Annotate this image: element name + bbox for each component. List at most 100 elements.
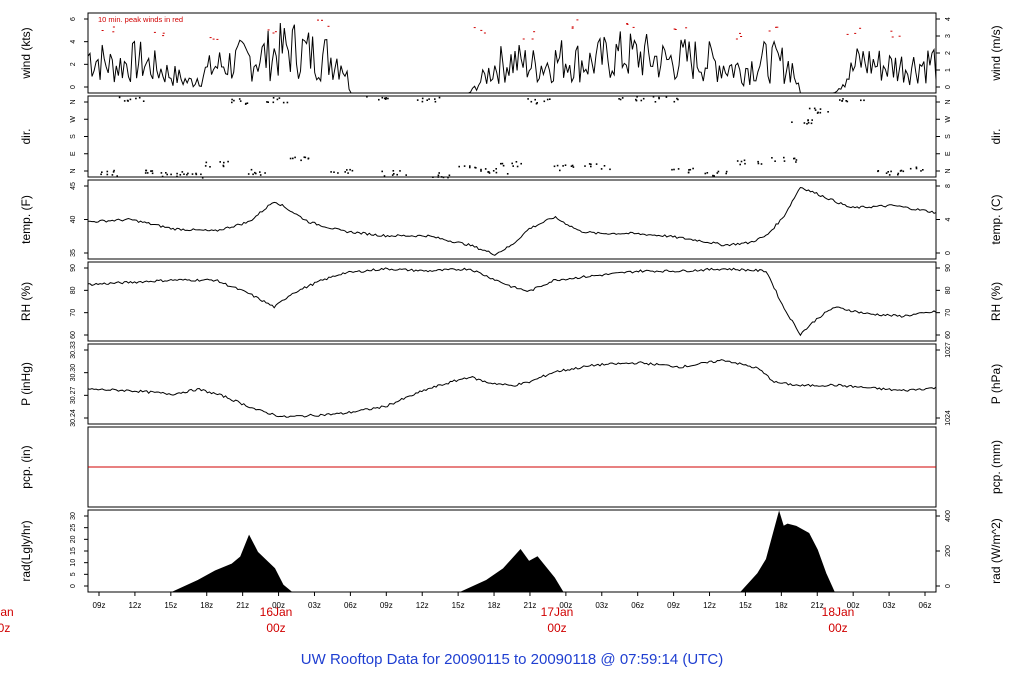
x-tick-label: 06z [631,601,644,610]
wind-dir-point [428,98,430,100]
wind-dir-point [603,165,606,167]
right-tick-label: 4 [945,17,952,21]
wind-dir-point [474,166,476,169]
wind-dir-point [535,102,538,105]
peak-wind-point [101,30,104,31]
peak-wind-point [274,31,277,33]
date-label: 17Jan [541,605,574,619]
wind-dir-point [346,169,348,171]
wind-dir-point [330,171,332,173]
peak-wind-point [626,23,629,25]
wind-dir-point [396,173,398,176]
date-sub-label: 0z [0,621,10,635]
wind-dir-point [846,100,849,103]
wind-dir-point [337,172,339,174]
wind-dir-point [845,100,847,102]
wind-dir-point [278,97,281,99]
wind-dir-point [186,173,188,176]
left-tick-label: 20 [70,535,77,543]
x-tick-label: 12z [703,601,716,610]
wind-dir-point [897,173,899,176]
wind-dir-point [434,100,437,103]
wind-dir-point [827,111,829,113]
wind-dir-point [501,162,504,165]
wind-dir-point [286,101,289,104]
wind-dir-point [181,171,184,173]
wind-dir-point [304,156,307,159]
wind-dir-point [863,99,865,102]
wind-dir-point [393,173,395,175]
right-tick-label: N [945,99,952,104]
x-tick-label: 15z [452,601,465,610]
wind-dir-point [222,164,225,167]
wind-dir-point [570,165,573,167]
peak-wind-point [632,26,635,28]
wind-dir-point [187,172,189,175]
wind-dir-point [378,98,380,101]
wind-dir-point [860,99,862,102]
peak-wind-point [212,38,215,40]
left-tick-label: 35 [70,249,77,257]
wind-dir-point [100,173,102,176]
wind-dir-point [791,121,793,123]
wind-dir-point [559,169,561,172]
left-tick-label: 15 [70,547,77,555]
wind-dir-point [267,101,269,103]
right-tick-label: 8 [945,184,952,188]
wind-dir-point [677,98,679,101]
wind-dir-point [437,176,439,178]
right-axis-label: dir. [989,128,1003,144]
wind-dir-point [195,173,198,176]
wind-dir-point [635,98,637,101]
right-tick-label: W [945,116,952,123]
left-axis-label: rad(Lgly/hr) [19,520,33,581]
wind-dir-point [447,176,449,179]
peak-wind-point [209,37,212,39]
wind-dir-point [588,163,591,165]
wind-dir-point [897,172,900,175]
wind-dir-point [635,99,638,102]
series-line [87,186,937,256]
x-tick-label: 00z [847,601,860,610]
left-tick-label: 45 [70,182,77,190]
wind-dir-point [111,174,114,176]
wind-dir-point [204,165,207,167]
panel-rad [84,509,940,593]
wind-dir-point [250,168,253,171]
peak-wind-point [854,32,857,34]
left-axis-label: P (inHg) [19,362,33,406]
wind-dir-point [333,171,335,173]
wind-dir-point [803,122,806,124]
wind-dir-point [233,99,235,102]
right-tick-label: 3 [945,34,952,38]
peak-wind-point [112,31,115,33]
wind-dir-point [421,100,424,103]
right-tick-label: 200 [945,545,952,557]
wind-dir-point [546,98,549,101]
peak-wind-point [775,26,777,28]
panel-temp [84,179,940,260]
wind-dir-point [816,112,819,114]
x-tick-label: 03z [308,601,321,610]
peak-wind-point [576,19,579,21]
right-axis-label: pcp. (mm) [989,440,1003,494]
left-axis-label: temp. (F) [19,195,33,244]
right-tick-label: 2 [945,51,952,55]
x-tick-label: 15z [164,601,177,610]
left-tick-label: N [70,99,77,104]
wind-dir-point [774,160,776,162]
x-tick-label: 21z [236,601,249,610]
wind-dir-point [713,175,715,177]
wind-dir-point [819,108,822,110]
x-tick-label: 21z [524,601,537,610]
wind-dir-point [487,171,489,173]
wind-dir-point [760,163,763,165]
wind-dir-point [381,96,384,99]
chart-title: UW Rooftop Data for 20090115 to 20090118… [300,651,724,668]
wind-dir-point [391,174,394,176]
wind-dir-point [255,172,257,175]
x-tick-label: 00z [559,601,572,610]
date-sub-label: 00z [828,621,847,635]
wind-dir-point [227,160,229,163]
